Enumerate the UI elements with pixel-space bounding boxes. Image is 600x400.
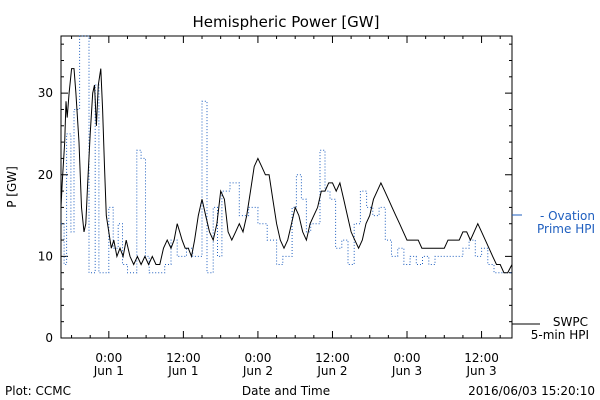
x-axis-label: Date and Time [242,384,330,398]
footer-timestamp: 2016/06/03 15:20:10 [468,384,595,398]
x-tick-time-label: 0:00 [394,351,421,365]
legend-swpc-line2: 5-min HPI [531,328,589,342]
x-tick-time-label: 12:00 [315,351,350,365]
legend-ovation-line2: Prime HPI [537,222,595,236]
series-layer [60,35,513,274]
x-tick-time-label: 0:00 [95,351,122,365]
x-tick-date-label: Jun 2 [316,364,347,378]
series-line-swpc [60,68,513,274]
plot-frame [60,35,513,339]
y-axis-label: P [GW] [5,166,19,208]
y-axis: 0 10 20 30 [38,43,512,345]
y-tick-label: 10 [38,249,53,263]
x-tick-date-label: Jun 3 [465,364,496,378]
x-tick-date-label: Jun 2 [242,364,273,378]
x-tick-date-label: Jun 1 [93,364,124,378]
x-tick-time-label: 12:00 [464,351,499,365]
series-line-ovation [61,35,512,274]
legend-swpc-line1: SWPC [553,315,588,329]
chart-title: Hemispheric Power [GW] [193,13,380,31]
y-tick-label: 20 [38,168,53,182]
y-tick-label: 0 [45,331,53,345]
y-tick-label: 30 [38,86,53,100]
x-tick-time-label: 0:00 [244,351,271,365]
legend-ovation-line1: - Ovation [540,209,595,223]
x-tick-date-label: Jun 3 [391,364,422,378]
x-tick-time-label: 12:00 [166,351,201,365]
footer-plot-source: Plot: CCMC [5,384,71,398]
x-tick-date-label: Jun 1 [167,364,198,378]
